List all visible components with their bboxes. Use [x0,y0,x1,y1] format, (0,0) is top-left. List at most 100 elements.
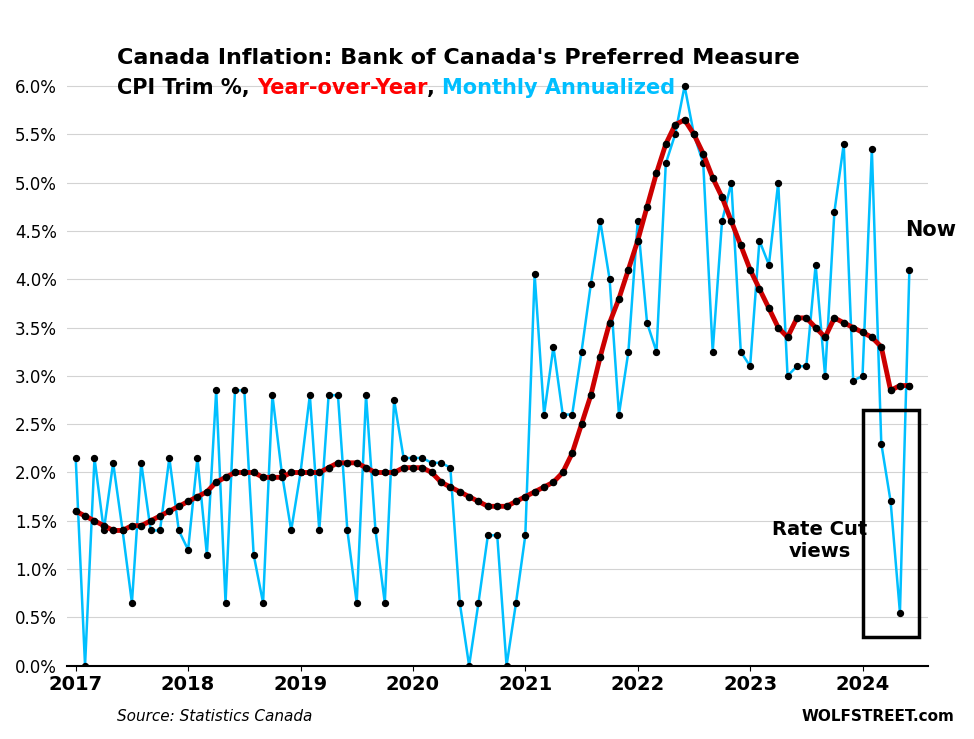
Point [462,660,477,672]
Point [452,486,468,498]
Point [96,525,112,537]
Point [199,486,214,498]
Text: Year-over-Year: Year-over-Year [257,78,428,98]
Point [433,476,449,488]
Text: Now: Now [905,219,956,239]
Point [583,278,599,290]
Point [133,457,149,469]
Point [96,520,112,531]
Point [807,321,823,333]
Point [115,525,131,537]
Point [527,268,543,280]
Point [508,496,524,508]
Point [480,529,496,541]
Point [855,370,871,382]
Point [892,380,908,392]
Point [405,452,421,464]
Point [667,129,683,140]
Point [208,384,224,396]
Point [845,375,861,386]
Point [293,466,309,478]
Point [312,466,327,478]
Point [545,476,561,488]
Point [602,273,618,285]
Point [602,317,618,329]
Point [68,452,84,464]
Bar [863,409,918,637]
Point [442,481,458,493]
Text: Monthly Annualized: Monthly Annualized [442,78,676,98]
Point [508,597,524,609]
Point [733,346,749,358]
Point [237,384,252,396]
Point [807,259,823,270]
Text: ,: , [428,78,442,98]
Point [162,505,177,517]
Point [658,157,674,169]
Point [358,462,374,474]
Point [162,452,177,464]
Point [499,660,514,672]
Point [87,452,102,464]
Point [667,119,683,131]
Point [171,525,187,537]
Point [387,466,402,478]
Point [724,177,739,188]
Point [227,384,243,396]
Point [68,505,84,517]
Point [545,341,561,353]
Point [574,346,589,358]
Point [770,321,786,333]
Point [424,457,439,469]
Point [320,462,336,474]
Point [480,500,496,512]
Point [592,215,608,227]
Point [761,259,776,270]
Point [537,409,552,420]
Point [799,312,814,324]
Point [630,215,646,227]
Point [527,486,543,498]
Point [320,389,336,401]
Point [208,476,224,488]
Point [686,129,701,140]
Point [555,409,571,420]
Point [517,529,533,541]
Point [639,201,655,213]
Point [395,462,411,474]
Point [902,380,918,392]
Point [312,525,327,537]
Point [827,205,843,217]
Point [265,389,281,401]
Point [368,466,384,478]
Text: WOLFSTREET.com: WOLFSTREET.com [802,709,955,724]
Point [470,496,486,508]
Point [143,515,159,527]
Point [705,172,721,184]
Point [368,525,384,537]
Text: Rate Cut
views: Rate Cut views [772,520,868,561]
Point [874,341,889,353]
Point [827,312,843,324]
Point [695,148,711,160]
Point [190,491,206,503]
Text: CPI Trim %,: CPI Trim %, [117,78,257,98]
Point [190,452,206,464]
Point [705,346,721,358]
Point [340,457,356,469]
Point [255,471,271,483]
Point [780,331,796,343]
Point [761,302,776,314]
Point [649,167,664,179]
Point [489,500,505,512]
Point [77,660,93,672]
Point [433,457,449,469]
Point [742,361,758,372]
Point [349,457,364,469]
Point [799,361,814,372]
Text: Canada Inflation: Bank of Canada's Preferred Measure: Canada Inflation: Bank of Canada's Prefe… [117,48,800,68]
Point [452,597,468,609]
Point [537,481,552,493]
Point [592,350,608,362]
Point [882,496,898,508]
